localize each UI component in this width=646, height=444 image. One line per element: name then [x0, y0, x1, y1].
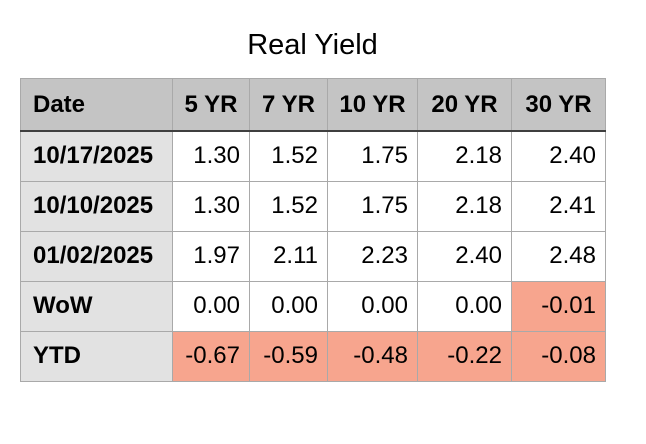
table-row: 10/17/2025 1.30 1.52 1.75 2.18 2.40 — [20, 130, 606, 182]
value-cell: 2.40 — [511, 130, 606, 182]
value-cell: 0.00 — [417, 280, 512, 332]
value-cell: 1.52 — [249, 180, 328, 232]
value-cell: 2.18 — [417, 130, 512, 182]
value-cell: 1.52 — [249, 130, 328, 182]
header-cell-tenor: 10 YR — [327, 78, 418, 132]
header-cell-date: Date — [20, 78, 173, 132]
row-label-cell: WoW — [20, 280, 173, 332]
value-cell: 1.30 — [172, 180, 250, 232]
value-cell: 1.30 — [172, 130, 250, 182]
value-cell: 1.75 — [327, 130, 418, 182]
value-cell-highlighted: -0.22 — [417, 330, 512, 382]
value-cell-highlighted: -0.08 — [511, 330, 606, 382]
table-row: 10/10/2025 1.30 1.52 1.75 2.18 2.41 — [20, 180, 606, 232]
table-header-row: Date 5 YR 7 YR 10 YR 20 YR 30 YR — [20, 78, 606, 132]
value-cell: 0.00 — [249, 280, 328, 332]
row-label-cell: YTD — [20, 330, 173, 382]
table-row: 01/02/2025 1.97 2.11 2.23 2.40 2.48 — [20, 230, 606, 282]
header-cell-tenor: 20 YR — [417, 78, 512, 132]
header-cell-tenor: 7 YR — [249, 78, 328, 132]
value-cell-highlighted: -0.59 — [249, 330, 328, 382]
table-row: WoW 0.00 0.00 0.00 0.00 -0.01 — [20, 280, 606, 332]
row-label-cell: 01/02/2025 — [20, 230, 173, 282]
value-cell: 2.23 — [327, 230, 418, 282]
page-title: Real Yield — [247, 29, 378, 61]
value-cell-highlighted: -0.48 — [327, 330, 418, 382]
value-cell: 2.18 — [417, 180, 512, 232]
real-yield-table: Date 5 YR 7 YR 10 YR 20 YR 30 YR 10/17/2025 1.… — [20, 78, 606, 382]
row-label-cell: 10/10/2025 — [20, 180, 173, 232]
value-cell: 1.97 — [172, 230, 250, 282]
header-cell-tenor: 30 YR — [511, 78, 606, 132]
value-cell: 2.41 — [511, 180, 606, 232]
value-cell: 2.40 — [417, 230, 512, 282]
value-cell-highlighted: -0.67 — [172, 330, 250, 382]
table-row: YTD -0.67 -0.59 -0.48 -0.22 -0.08 — [20, 330, 606, 382]
header-cell-tenor: 5 YR — [172, 78, 250, 132]
row-label-cell: 10/17/2025 — [20, 130, 173, 182]
value-cell: 2.48 — [511, 230, 606, 282]
value-cell: 0.00 — [172, 280, 250, 332]
value-cell: 2.11 — [249, 230, 328, 282]
value-cell: 1.75 — [327, 180, 418, 232]
table-body: 10/17/2025 1.30 1.52 1.75 2.18 2.40 10/10/2025… — [20, 130, 606, 382]
table-header: Date 5 YR 7 YR 10 YR 20 YR 30 YR — [20, 78, 606, 132]
value-cell-highlighted: -0.01 — [511, 280, 606, 332]
value-cell: 0.00 — [327, 280, 418, 332]
